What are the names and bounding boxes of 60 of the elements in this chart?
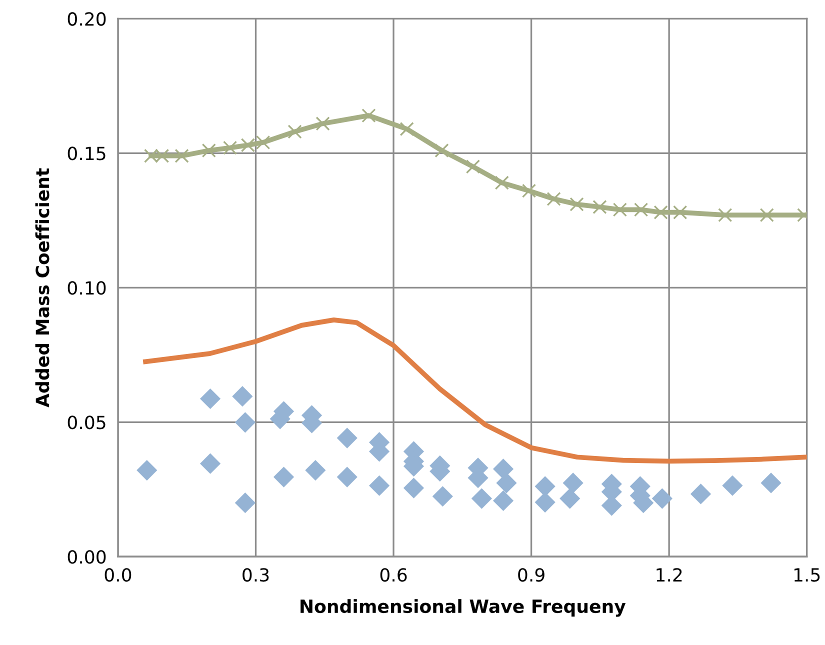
point	[496, 472, 517, 494]
point	[136, 460, 158, 481]
point	[432, 486, 453, 507]
point	[466, 160, 480, 174]
y-axis-title: Added Mass Coefficient	[35, 168, 50, 408]
point	[400, 122, 414, 136]
point	[592, 200, 607, 214]
point	[673, 205, 688, 220]
y-tick-label: 0.20	[68, 12, 106, 26]
point	[288, 124, 302, 139]
point	[273, 466, 294, 488]
x-tick-label: 0.0	[104, 568, 132, 582]
point	[234, 492, 256, 514]
point	[234, 412, 256, 433]
point	[560, 488, 580, 509]
point	[718, 208, 732, 222]
point	[336, 466, 358, 488]
point	[174, 148, 189, 163]
point	[403, 478, 424, 498]
y-tick-label: 0.00	[68, 550, 106, 564]
point	[690, 484, 712, 504]
point	[256, 135, 270, 150]
x-tick-label: 0.3	[242, 568, 269, 582]
y-tick-label: 0.15	[68, 146, 106, 160]
point	[570, 197, 584, 212]
point	[232, 386, 253, 407]
line-series	[143, 318, 807, 464]
point	[494, 176, 509, 190]
point	[240, 138, 256, 152]
point	[492, 458, 514, 480]
x-tick-label: 1.2	[656, 568, 682, 582]
x-tick-label: 1.5	[794, 568, 820, 582]
x-axis-title: Nondimensional Wave Frequeny	[300, 599, 626, 617]
point	[522, 184, 536, 198]
point	[760, 472, 782, 494]
point	[362, 108, 376, 123]
point	[471, 488, 492, 509]
point	[612, 202, 628, 217]
point	[562, 472, 584, 494]
point	[200, 453, 221, 474]
point	[634, 202, 648, 217]
point	[534, 492, 556, 513]
x-tick-label: 0.6	[380, 568, 407, 582]
point	[546, 192, 561, 206]
point	[652, 488, 672, 509]
point	[222, 140, 238, 155]
point	[305, 460, 326, 481]
point	[434, 143, 449, 158]
point	[654, 205, 668, 220]
point	[492, 490, 514, 511]
point	[760, 208, 774, 222]
point	[200, 388, 221, 410]
point	[316, 116, 330, 131]
point	[368, 475, 390, 496]
x-tick-label: 0.9	[518, 568, 544, 582]
point	[202, 143, 216, 158]
y-tick-label: 0.10	[68, 281, 106, 295]
y-tick-label: 0.05	[68, 416, 106, 430]
point	[336, 428, 358, 448]
point	[722, 475, 743, 496]
